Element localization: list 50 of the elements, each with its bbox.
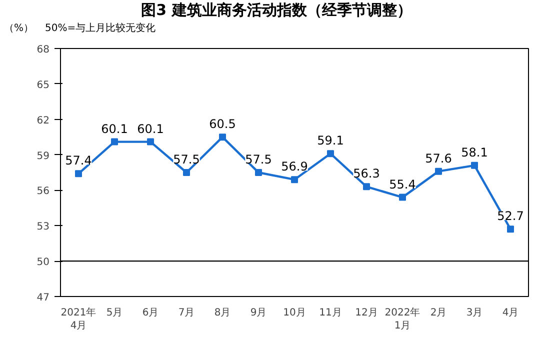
point [111,138,118,146]
data-label: 60.5 [209,117,236,132]
point [291,176,298,184]
x-tick-label: 3月 [466,308,483,318]
data-label: 55.4 [389,177,416,192]
y-tick-label: 62 [36,115,50,126]
y-tick-label: 53 [36,222,50,233]
y-axis-title: （%） [4,22,34,36]
x-tick-label: 2021年 4月 [60,306,96,332]
x-tick-label: 5月 [106,308,123,318]
y-tick-label: 59 [36,150,50,162]
y-tick-label: 50 [36,257,50,268]
data-label: 57.5 [173,152,200,166]
y-tick-label: 65 [36,80,50,91]
data-label: 57.5 [245,152,272,166]
x-tick-label: 7月 [178,308,195,318]
point [507,226,514,233]
chart-title: 图3 建筑业商务活动指数（经季节调整） [141,0,412,21]
data-label: 56.3 [353,166,380,181]
y-tick-label: 47 [36,292,50,304]
x-tick-label: 2月 [430,308,447,318]
data-label: 56.9 [281,160,308,174]
point [399,194,406,201]
x-tick-label: 4月 [502,308,519,318]
x-tick-label: 10月 [283,308,306,318]
data-label: 58.1 [461,145,488,160]
x-tick-label: 9月 [250,308,267,318]
x-tick-label: 12月 [355,308,378,318]
point [363,183,370,190]
x-tick-label: 6月 [142,308,159,318]
x-tick-label: 2022年 1月 [384,306,420,332]
point [219,134,226,141]
point [75,170,82,178]
point [327,150,334,158]
data-label: 57.6 [425,151,452,166]
point [183,169,190,176]
text: 50%=与上月比较无变化 [45,22,156,36]
point [471,162,478,169]
point [435,168,442,175]
data-label: 57.4 [65,154,92,168]
point [147,138,154,146]
point [255,169,262,176]
y-tick-label: 68 [36,44,50,56]
data-label: 52.7 [497,209,524,224]
x-tick-label: 8月 [214,308,231,318]
data-label: 60.1 [101,122,128,136]
data-label: 59.1 [317,134,344,148]
x-tick-label: 11月 [319,308,342,318]
data-label: 60.1 [137,122,164,136]
y-tick-label: 56 [36,186,50,198]
